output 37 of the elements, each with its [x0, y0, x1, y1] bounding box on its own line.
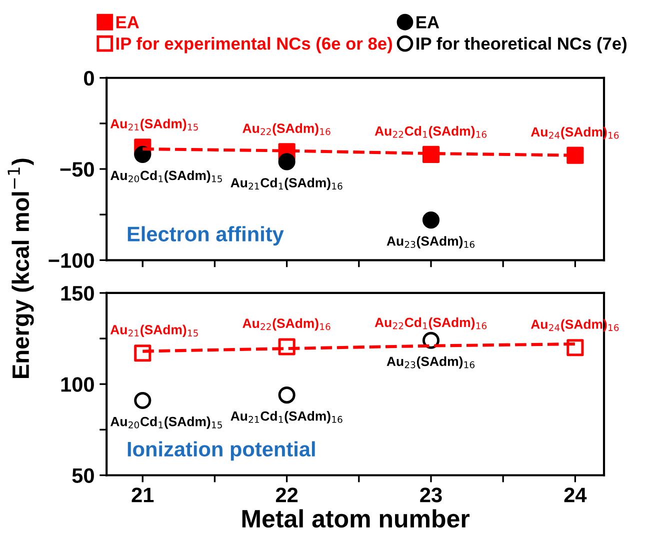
point [422, 212, 440, 229]
data-label: Au$_{20}$Cd$_{1}$(SAdm)$_{15}$ [110, 416, 222, 429]
y-tick-label: −100 [48, 253, 94, 268]
data-label: Au$_{20}$Cd$_{1}$(SAdm)$_{15}$ [110, 170, 222, 183]
data-label: Au$_{23}$(SAdm)$_{16}$ [386, 356, 474, 369]
text: Au$_{22}$Cd$_{1}$(SAdm)$_{16}$ [374, 317, 487, 330]
y-tick-label: 150 [61, 286, 94, 301]
data-label: Au$_{21}$Cd$_{1}$(SAdm)$_{16}$ [230, 411, 342, 424]
legend-label: EA [116, 16, 139, 28]
y-tick-label: 100 [61, 377, 94, 392]
data-label: Au$_{22}$(SAdm)$_{16}$ [242, 318, 330, 331]
annotation: Electron affinity [128, 226, 284, 246]
x-tick-label: 21 [132, 488, 154, 502]
annotation: Ionization potential [128, 441, 315, 461]
x-tick-label: 24 [564, 488, 587, 502]
y-tick-label: −50 [60, 162, 94, 177]
x-tick-label: 22 [276, 488, 298, 502]
point [134, 146, 152, 163]
x-axis-title: Metal atom number [242, 509, 470, 528]
data-label: Au$_{22}$(SAdm)$_{16}$ [242, 123, 330, 136]
legend-label: IP for experimental NCs (6e or 8e) [116, 37, 392, 54]
y-tick-label: 0 [84, 70, 94, 86]
data-label: Au$_{21}$(SAdm)$_{15}$ [110, 118, 198, 132]
data-label: Au$_{23}$(SAdm)$_{16}$ [386, 236, 474, 248]
text: IP for theoretical NCs (7e) [416, 37, 626, 54]
point [278, 386, 296, 404]
legend-label: EA [416, 16, 440, 28]
point [422, 332, 440, 349]
y-axis-title: Energy (kcal mol$^{−1}$) [8, 158, 34, 378]
point [278, 153, 296, 170]
point [134, 392, 152, 410]
y-tick-label: 50 [72, 468, 94, 483]
data-label: Au$_{21}$Cd$_{1}$(SAdm)$_{16}$ [230, 178, 342, 190]
x-tick-label: 23 [420, 488, 442, 502]
data-label: Au$_{22}$Cd$_{1}$(SAdm)$_{16}$ [374, 126, 487, 138]
point [566, 146, 584, 164]
data-label: Au$_{21}$(SAdm)$_{15}$ [110, 324, 198, 337]
